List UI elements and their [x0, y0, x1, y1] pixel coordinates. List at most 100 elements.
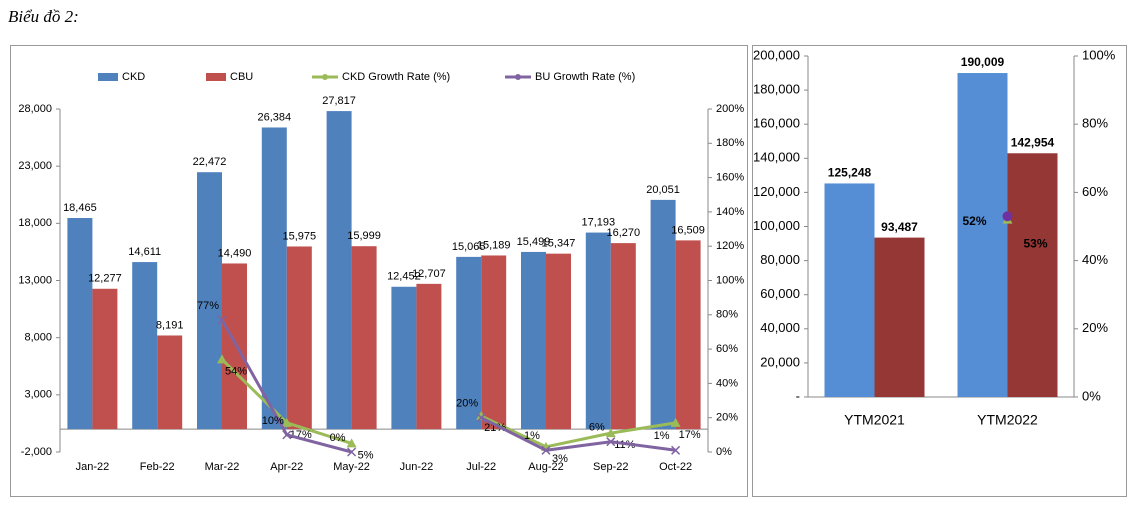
x-tick-label: May-22: [333, 461, 370, 473]
x-tick-label: Aug-22: [528, 461, 563, 473]
value-label: 10%: [262, 415, 284, 427]
bar: [157, 335, 183, 430]
value-label: 12,707: [412, 268, 446, 280]
legend-label: BU Growth Rate (%): [535, 71, 635, 83]
bar: [874, 237, 925, 397]
y-tick-label: 200,000: [753, 47, 800, 62]
value-label: 21%: [484, 422, 506, 434]
bar: [416, 283, 442, 430]
value-label: 1%: [654, 430, 670, 442]
bar: [650, 199, 676, 430]
y-tick-label: -: [796, 388, 800, 403]
value-label: 5%: [358, 449, 374, 461]
bar: [351, 246, 377, 430]
y-tick-label: 100,000: [753, 218, 800, 233]
bar: [326, 111, 352, 430]
value-label: 190,009: [961, 55, 1005, 69]
y-tick-label: 40,000: [760, 320, 800, 335]
value-label: 17,193: [581, 216, 615, 228]
bar: [824, 183, 875, 397]
value-label: 14,611: [128, 246, 161, 258]
marker: [476, 413, 486, 423]
value-label: 26,384: [257, 111, 291, 123]
y2-tick-label: 80%: [716, 309, 738, 321]
value-label: 125,248: [828, 166, 872, 180]
y2-tick-label: 60%: [1082, 184, 1108, 199]
marker: [670, 417, 681, 427]
bar: [222, 263, 247, 430]
y2-tick-label: 0%: [716, 446, 732, 458]
marker: [1002, 211, 1013, 222]
marker: [606, 437, 616, 447]
x-tick-label: Jul-22: [466, 461, 496, 473]
bar: [92, 288, 118, 430]
marker: [282, 430, 292, 440]
y2-tick-label: 0%: [1082, 388, 1101, 403]
value-label: 20%: [456, 398, 478, 410]
y-tick-label: 160,000: [753, 116, 800, 131]
bar: [675, 240, 701, 430]
value-label: 20,051: [646, 184, 680, 196]
y-tick-label: 120,000: [753, 184, 800, 199]
y2-tick-label: 100%: [1082, 47, 1116, 62]
x-tick-label: YTM2022: [977, 412, 1038, 428]
y2-tick-label: 140%: [716, 206, 744, 218]
x-tick-label: Mar-22: [205, 461, 240, 473]
value-label: 14,490: [218, 247, 252, 259]
value-label: 22,472: [193, 156, 227, 168]
value-label: 142,954: [1011, 135, 1055, 149]
value-label: 93,487: [881, 220, 918, 234]
y-tick-label: 80,000: [760, 252, 800, 267]
bar: [521, 251, 546, 430]
y2-tick-label: 60%: [716, 343, 738, 355]
y-tick-label: 23,000: [18, 160, 52, 172]
value-label: 12,452: [387, 271, 421, 283]
y2-tick-label: 160%: [716, 172, 744, 184]
legend-marker: [515, 74, 521, 80]
y2-tick-label: 40%: [716, 377, 738, 389]
marker: [347, 447, 357, 457]
x-tick-label: Jan-22: [76, 461, 110, 473]
x-tick-label: Sep-22: [593, 461, 628, 473]
y2-tick-label: 20%: [716, 412, 738, 424]
bar: [957, 73, 1008, 397]
legend-label: CKD: [122, 71, 145, 83]
bar: [197, 172, 222, 430]
y2-tick-label: 80%: [1082, 116, 1108, 131]
marker: [281, 417, 292, 427]
bar: [261, 127, 287, 430]
value-label: 15,499: [517, 236, 551, 248]
y2-tick-label: 20%: [1082, 320, 1108, 335]
bar: [132, 262, 158, 430]
bar: [546, 253, 571, 430]
bar: [67, 218, 93, 430]
value-label: 54%: [225, 365, 247, 377]
value-label: 1%: [524, 430, 540, 442]
bar: [610, 243, 636, 430]
y-tick-label: 60,000: [760, 286, 800, 301]
value-label: 16,509: [671, 224, 705, 236]
marker: [217, 315, 227, 325]
value-label: 18,465: [63, 202, 97, 214]
value-label: 17%: [679, 429, 701, 441]
heading: Biểu đồ 2:: [8, 7, 79, 26]
x-tick-label: Apr-22: [270, 461, 303, 473]
value-label: 53%: [1023, 236, 1047, 250]
value-label: 15,189: [477, 239, 511, 251]
bar: [456, 256, 482, 430]
y2-tick-label: 40%: [1082, 252, 1108, 267]
bar: [1007, 153, 1058, 397]
x-tick-label: Feb-22: [140, 461, 175, 473]
y-tick-label: 18,000: [18, 217, 52, 229]
y2-tick-label: 100%: [716, 274, 744, 286]
y-tick-label: -2,000: [21, 446, 52, 458]
value-label: 15,065: [452, 241, 486, 253]
legend-label: CBU: [230, 71, 253, 83]
bar: [286, 246, 312, 430]
marker: [605, 428, 616, 438]
y-tick-label: 140,000: [753, 150, 800, 165]
legend-marker: [322, 74, 328, 80]
y-tick-label: 28,000: [18, 103, 52, 115]
